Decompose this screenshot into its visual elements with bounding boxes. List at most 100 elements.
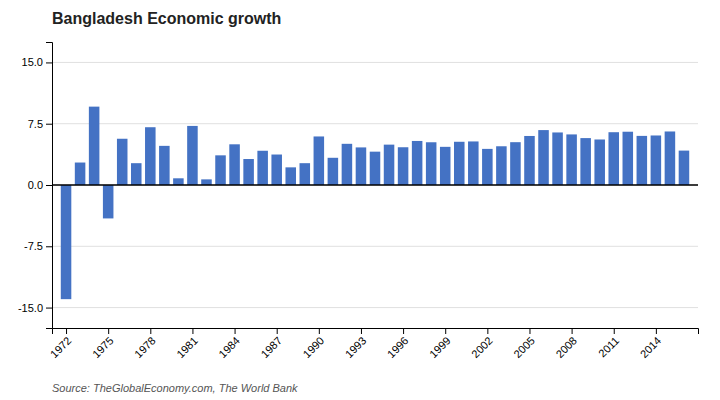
bar bbox=[637, 136, 648, 185]
bar bbox=[145, 127, 156, 185]
zero-line bbox=[52, 184, 698, 186]
tick-mark bbox=[46, 185, 52, 186]
grid-line bbox=[52, 123, 698, 124]
tick: -7.5 bbox=[24, 240, 52, 252]
tick-mark bbox=[656, 328, 657, 334]
bar bbox=[552, 132, 563, 185]
tick-mark bbox=[529, 328, 530, 334]
plot: -15.0-7.50.07.515.0197219751978198119841… bbox=[18, 43, 699, 361]
bar bbox=[566, 134, 577, 185]
bar bbox=[173, 178, 184, 185]
grid bbox=[52, 62, 698, 307]
bar bbox=[412, 141, 423, 185]
tick: 1975 bbox=[90, 328, 116, 360]
tick-mark bbox=[192, 328, 193, 334]
title: Bangladesh Economic growth bbox=[52, 10, 281, 27]
axis-line bbox=[46, 43, 53, 329]
bar bbox=[314, 136, 325, 185]
grid-line bbox=[52, 185, 698, 186]
tick: 2014 bbox=[638, 328, 664, 360]
tick-mark bbox=[277, 328, 278, 334]
bar bbox=[271, 155, 282, 185]
tick: 1978 bbox=[132, 328, 158, 360]
tick-label: -7.5 bbox=[24, 240, 43, 252]
tick-label: 2014 bbox=[638, 334, 664, 360]
tick-label: 1999 bbox=[427, 334, 453, 360]
bar bbox=[608, 132, 619, 185]
bar bbox=[538, 130, 549, 185]
bar bbox=[440, 147, 451, 185]
bar bbox=[426, 142, 437, 185]
grid-line bbox=[52, 62, 698, 63]
bar bbox=[524, 136, 535, 185]
tick: 2002 bbox=[469, 328, 495, 360]
bar bbox=[679, 151, 690, 185]
tick-label: 1981 bbox=[174, 334, 200, 360]
tick-mark bbox=[319, 328, 320, 334]
bar bbox=[496, 146, 507, 185]
tick-mark bbox=[46, 124, 52, 125]
bar bbox=[201, 179, 212, 185]
bar bbox=[510, 142, 521, 185]
tick-label: 2002 bbox=[469, 334, 495, 360]
tick: 1984 bbox=[216, 328, 242, 360]
tick-mark bbox=[403, 328, 404, 334]
tick-label: 1993 bbox=[343, 334, 369, 360]
bar bbox=[61, 185, 72, 299]
bars bbox=[61, 107, 689, 300]
tick-mark bbox=[108, 328, 109, 334]
tick-mark bbox=[487, 328, 488, 334]
tick: 1981 bbox=[174, 328, 200, 360]
bar bbox=[342, 144, 353, 185]
tick-label: 2011 bbox=[596, 334, 621, 359]
tick-mark bbox=[235, 328, 236, 334]
bar bbox=[75, 163, 86, 185]
tick-label: 1975 bbox=[90, 334, 116, 360]
bar bbox=[103, 185, 114, 218]
tick-mark bbox=[46, 246, 52, 247]
bar bbox=[89, 107, 100, 185]
tick: 1993 bbox=[343, 328, 369, 360]
bar bbox=[454, 142, 465, 185]
bar bbox=[300, 163, 311, 185]
tick-label: 1984 bbox=[216, 334, 242, 360]
tick-mark bbox=[614, 328, 615, 334]
bar bbox=[623, 132, 634, 185]
tick: 0.0 bbox=[28, 179, 52, 191]
tick-label: 1996 bbox=[385, 334, 411, 360]
bar bbox=[229, 144, 240, 185]
bar bbox=[215, 155, 226, 185]
tick-mark bbox=[361, 328, 362, 334]
tick-mark bbox=[572, 328, 573, 334]
x-axis: 1972 1975 1978 1981 1984 1987 1990 1993 1996 1999… bbox=[48, 328, 699, 360]
tick: 1987 bbox=[258, 328, 284, 360]
bar bbox=[328, 158, 339, 185]
tick-label: 1972 bbox=[48, 334, 74, 360]
bar bbox=[257, 151, 268, 185]
tick-label: 2008 bbox=[553, 334, 579, 360]
tick-label: 1978 bbox=[132, 334, 158, 360]
grid-line bbox=[52, 307, 698, 308]
annotation: Source: TheGlobalEconomy.com, The World … bbox=[52, 382, 298, 394]
tick-label: 7.5 bbox=[28, 118, 43, 130]
tick-mark bbox=[150, 328, 151, 334]
bar bbox=[243, 159, 254, 185]
y-axis: -15.0 -7.5 0.0 7.5 15.0 bbox=[18, 43, 53, 329]
tick: 1990 bbox=[301, 328, 327, 360]
bar bbox=[285, 167, 296, 185]
chart: -15.0-7.50.07.515.0197219751978198119841… bbox=[0, 0, 720, 400]
bar bbox=[665, 131, 676, 185]
tick: 1972 bbox=[48, 328, 74, 360]
bar bbox=[580, 138, 591, 185]
tick-label: 1990 bbox=[301, 334, 327, 360]
tick: 15.0 bbox=[22, 56, 52, 68]
tick-label: 1987 bbox=[258, 334, 284, 360]
tick: -15.0 bbox=[18, 302, 52, 314]
tick-label: 15.0 bbox=[22, 56, 43, 68]
bar bbox=[468, 141, 479, 185]
bar bbox=[370, 152, 381, 185]
tick-label: 0.0 bbox=[28, 179, 43, 191]
tick: 7.5 bbox=[28, 118, 52, 130]
bar bbox=[651, 135, 662, 185]
tick: 2008 bbox=[553, 328, 579, 360]
